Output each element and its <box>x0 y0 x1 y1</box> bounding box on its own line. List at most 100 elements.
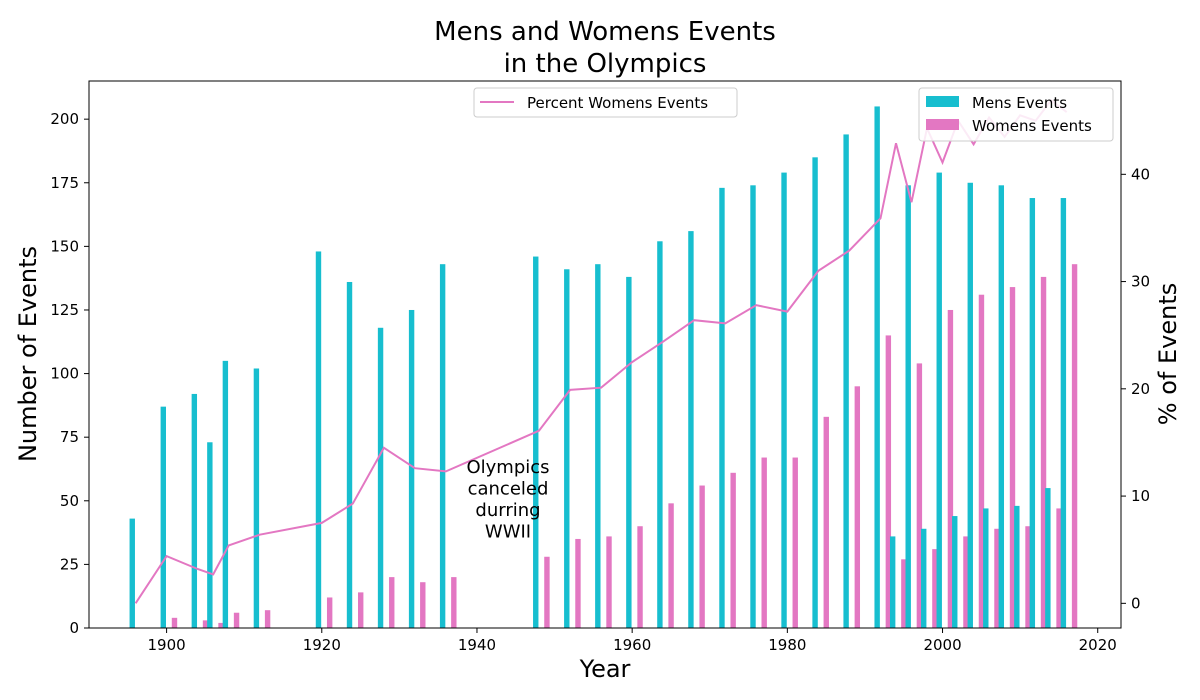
x-tick-label-1940: 1940 <box>458 636 496 654</box>
bar-womens-2008 <box>1009 287 1016 628</box>
bar-womens-2010 <box>1025 526 1031 628</box>
bar-womens-2000 <box>947 309 954 628</box>
x-tick-label-1920: 1920 <box>303 636 341 654</box>
bar-mens-1992 <box>874 106 880 628</box>
legend-mens-swatch <box>926 96 959 107</box>
percent-womens-line <box>134 98 1068 604</box>
y-tick-label-200: 200 <box>50 110 79 128</box>
bar-womens-1998 <box>932 549 938 628</box>
y2-tick-label-10: 10 <box>1131 487 1150 505</box>
bar-womens-1900 <box>171 617 178 628</box>
x-axis-label: Year <box>579 655 631 683</box>
legend-womens-label: Womens Events <box>972 117 1092 135</box>
bar-womens-1912 <box>264 610 271 628</box>
bar-womens-1968 <box>699 485 705 628</box>
bar-womens-1908 <box>233 612 240 628</box>
bar-mens-1998 <box>921 528 927 628</box>
legend-bars: Mens Events Womens Events <box>918 87 1114 142</box>
bar-mens-1952 <box>564 269 570 628</box>
y-tick-label-175: 175 <box>50 174 79 192</box>
bar-mens-2000 <box>936 172 942 628</box>
bar-mens-1920 <box>315 251 322 629</box>
annotation-line-4: WWII <box>485 522 531 543</box>
x-tick-label-1980: 1980 <box>768 636 806 654</box>
bar-mens-1896 <box>129 518 135 628</box>
bar-womens-1992 <box>885 335 892 628</box>
x-axis: 1900 1920 1940 1960 1980 2000 2020 <box>148 628 1117 654</box>
bar-womens-1956 <box>606 536 612 628</box>
bar-mens-1912 <box>253 368 260 628</box>
bar-womens-1920 <box>326 597 333 628</box>
legend-bars-box <box>918 87 1114 142</box>
x-tick-label-1900: 1900 <box>148 636 186 654</box>
bar-mens-1972 <box>719 187 725 628</box>
bar-womens-1972 <box>730 472 736 628</box>
bar-womens-2004 <box>978 294 985 628</box>
bar-mens-1968 <box>688 231 694 628</box>
annotation-line-3: durring <box>475 500 540 521</box>
y-axis-label: Number of Events <box>14 246 42 462</box>
bar-womens-1904 <box>202 620 209 628</box>
y2-axis-label: % of Events <box>1154 283 1182 425</box>
bar-mens-2002 <box>952 516 958 628</box>
bar-mens-1980 <box>781 172 787 628</box>
bar-mens-1996 <box>905 185 911 628</box>
legend-womens-swatch <box>926 119 959 130</box>
y-tick-label-75: 75 <box>60 428 79 446</box>
bar-womens-1960 <box>637 526 643 628</box>
y2-tick-label-30: 30 <box>1131 273 1150 291</box>
bar-womens-1980 <box>792 457 798 628</box>
y2-tick-label-20: 20 <box>1131 380 1150 398</box>
annotation-line-2: canceled <box>468 479 549 500</box>
bar-womens-1936 <box>451 577 457 628</box>
percent-line-group <box>134 98 1068 604</box>
plot-frame <box>88 80 1122 629</box>
bar-womens-2002 <box>963 536 969 628</box>
bar-womens-1964 <box>668 503 674 628</box>
chart-title-line-1: Mens and Womens Events <box>434 17 776 47</box>
bar-mens-2014 <box>1045 488 1051 628</box>
bar-womens-1976 <box>761 457 767 628</box>
bar-mens-1956 <box>595 264 601 628</box>
bar-mens-1908 <box>222 360 229 628</box>
bar-group <box>129 106 1078 629</box>
bar-womens-2012 <box>1040 276 1047 628</box>
bar-womens-2006 <box>994 528 1000 628</box>
legend-line-box <box>473 87 738 118</box>
bar-mens-1928 <box>377 327 384 628</box>
y-axis-left: 0 25 50 75 100 125 150 175 200 <box>50 110 89 637</box>
y-tick-label-125: 125 <box>50 301 79 319</box>
bar-womens-1988 <box>854 386 861 628</box>
chart-title-line-2: in the Olympics <box>504 49 707 79</box>
bar-mens-1932 <box>408 309 415 628</box>
bar-womens-1984 <box>823 416 829 628</box>
bar-womens-1932 <box>420 582 426 628</box>
y2-tick-label-0: 0 <box>1131 594 1141 612</box>
legend-line-label: Percent Womens Events <box>527 94 708 112</box>
bar-mens-2004 <box>967 182 973 628</box>
bar-mens-1900 <box>160 406 166 628</box>
bar-mens-2006 <box>983 508 989 628</box>
bar-mens-1948 <box>533 256 539 628</box>
y-tick-label-25: 25 <box>60 555 79 573</box>
y-tick-label-100: 100 <box>50 365 79 383</box>
x-tick-label-2000: 2000 <box>923 636 961 654</box>
annotation-line-1: Olympics <box>466 457 549 478</box>
bar-mens-1988 <box>843 134 849 628</box>
bar-mens-2012 <box>1029 198 1036 628</box>
bar-womens-1952 <box>575 538 581 628</box>
bar-mens-1976 <box>750 185 756 628</box>
bar-mens-1924 <box>346 281 353 628</box>
y-tick-label-150: 150 <box>50 237 79 255</box>
x-tick-label-1960: 1960 <box>613 636 651 654</box>
y-tick-label-0: 0 <box>69 619 79 637</box>
bar-mens-1960 <box>626 276 632 628</box>
legend-line: Percent Womens Events <box>473 87 738 118</box>
y-tick-label-50: 50 <box>60 492 79 510</box>
bar-womens-1906 <box>218 622 224 628</box>
bar-mens-2016 <box>1060 198 1067 628</box>
y2-tick-label-40: 40 <box>1131 165 1150 183</box>
x-tick-label-2020: 2020 <box>1079 636 1117 654</box>
bar-womens-2014 <box>1056 508 1062 628</box>
